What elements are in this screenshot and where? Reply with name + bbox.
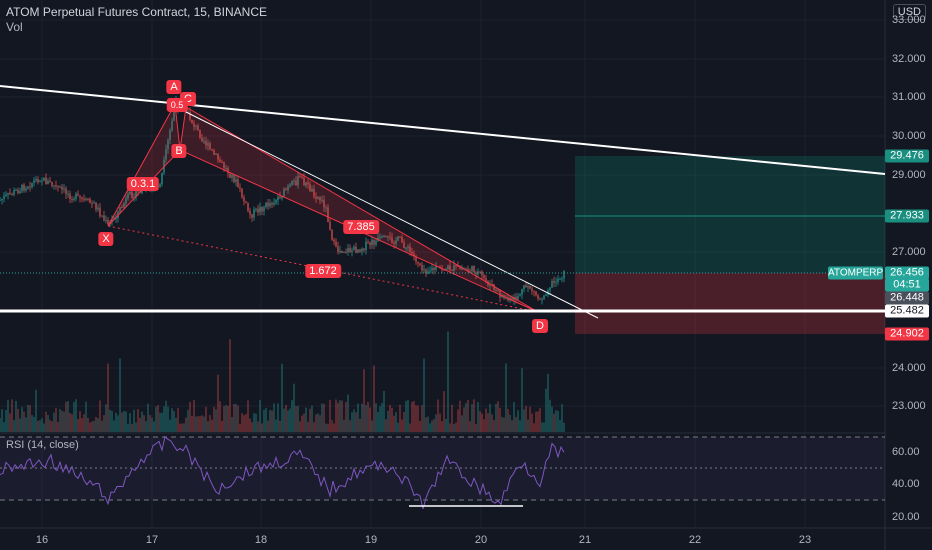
pattern-point-d[interactable]: D — [532, 319, 548, 333]
pattern-point-x[interactable]: X — [98, 232, 114, 246]
y-tick: 29.000 — [892, 169, 926, 181]
harmonic-bcd[interactable] — [179, 106, 539, 313]
y-tick: 24.000 — [892, 362, 926, 374]
x-tick: 18 — [254, 534, 268, 546]
rsi-title: RSI (14, close) — [6, 439, 79, 451]
y-tick: 30.000 — [892, 130, 926, 142]
short-trendline[interactable] — [185, 111, 599, 319]
currency-button[interactable]: USD — [892, 4, 926, 20]
volume-bars — [0, 331, 565, 432]
profit-zone[interactable] — [575, 156, 885, 273]
symbol-tag: ATOMPERP — [828, 266, 884, 280]
x-tick: 17 — [145, 534, 159, 546]
mid-price-tag: 27.933 — [885, 209, 929, 223]
x-tick: 23 — [798, 534, 812, 546]
pattern-ratio-ac: 0.5 — [166, 98, 188, 112]
prev-close-tag: 26.448 — [885, 291, 929, 305]
y-tick: 23.000 — [892, 400, 926, 412]
harmonic-xd-dotted — [107, 225, 539, 313]
chart-title: ATOM Perpetual Futures Contract, 15, BIN… — [6, 5, 267, 19]
loss-zone[interactable] — [575, 273, 885, 334]
y-tick: 31.000 — [892, 91, 926, 103]
y-tick: 33.000 — [892, 14, 926, 26]
long-trendline[interactable] — [0, 85, 886, 175]
pattern-ratio-xab: 0.3.1 — [126, 177, 160, 191]
price-candles — [0, 95, 565, 305]
rsi-tick: 20.00 — [892, 511, 920, 523]
rsi-line — [0, 435, 565, 510]
harmonic-xab[interactable] — [107, 102, 181, 227]
x-tick: 19 — [364, 534, 378, 546]
pattern-ratio-xad: 1.672 — [305, 264, 341, 278]
x-tick: 20 — [474, 534, 488, 546]
y-tick: 27.000 — [892, 246, 926, 258]
x-tick: 16 — [35, 534, 49, 546]
rsi-tick: 60.00 — [892, 446, 920, 458]
rsi-tick: 40.00 — [892, 478, 920, 490]
pattern-point-a[interactable]: A — [166, 80, 182, 94]
volume-title: Vol — [6, 20, 23, 34]
countdown-tag: 04:51 — [885, 278, 929, 292]
y-tick: 32.000 — [892, 53, 926, 65]
x-tick: 21 — [578, 534, 592, 546]
pattern-point-b[interactable]: B — [171, 144, 187, 158]
stop-price-tag: 24.902 — [885, 327, 929, 341]
last-price-tag: 26.456 — [885, 266, 929, 280]
target-price-tag: 29.476 — [885, 149, 929, 163]
pattern-ratio-bcd: 7.385 — [343, 220, 379, 234]
support-price-tag: 25.482 — [885, 304, 929, 318]
x-tick: 22 — [688, 534, 702, 546]
